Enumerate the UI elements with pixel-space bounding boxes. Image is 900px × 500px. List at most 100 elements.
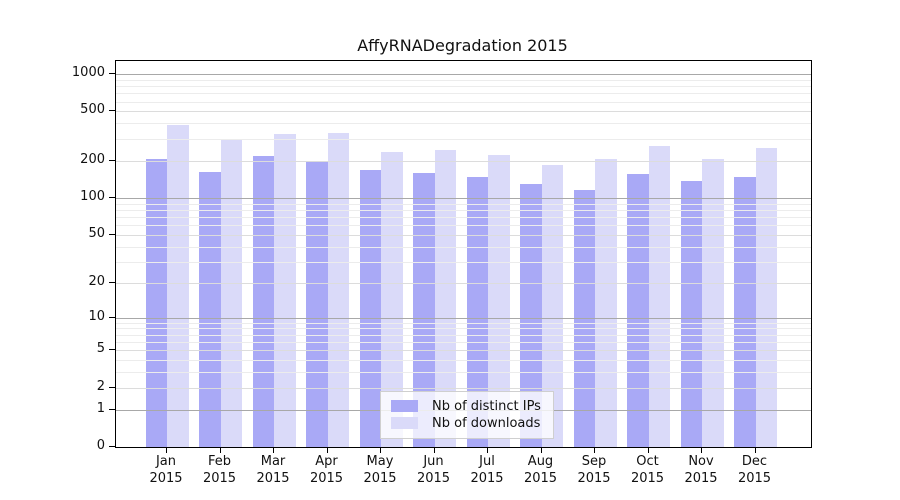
x-tick-mark-dec (754, 447, 756, 453)
gridline-10 (116, 317, 811, 319)
bar-distinct-ips-feb (199, 172, 221, 447)
plot-area (115, 60, 812, 448)
bar-distinct-ips-sep (573, 190, 595, 447)
x-tick-mark-sep (594, 447, 595, 453)
x-tick-mark-feb (219, 447, 221, 453)
legend-label-distinct-ips: Nb of distinct IPs (432, 398, 541, 414)
x-tick-mark-nov (701, 447, 702, 453)
x-tick-label-apr: Apr 2015 (309, 454, 344, 486)
x-tick-label-jan: Jan 2015 (149, 454, 183, 486)
gridline-50 (116, 234, 811, 236)
y-tick-label-10: 10 (88, 308, 105, 324)
gridline-2 (116, 387, 811, 389)
y-tick-label-2: 2 (96, 378, 105, 394)
bar-distinct-ips-nov (680, 181, 702, 447)
y-tick-mark-10 (109, 316, 115, 318)
y-tick-label-200: 200 (80, 151, 105, 167)
y-tick-mark-200 (109, 159, 115, 161)
gridline-400 (116, 123, 811, 125)
bar-distinct-ips-mar (252, 155, 274, 447)
x-tick-label-may: May 2015 (363, 454, 397, 486)
gridline-30 (116, 261, 811, 263)
gridline-700 (116, 93, 811, 95)
bar-downloads-oct (648, 145, 670, 447)
bar-distinct-ips-may (359, 170, 381, 447)
gridline-200 (116, 160, 811, 162)
bar-downloads-apr (327, 132, 349, 447)
gridline-800 (116, 86, 811, 88)
y-tick-label-1: 1 (96, 400, 105, 416)
bar-distinct-ips-apr (306, 161, 328, 447)
gridline-300 (116, 138, 811, 140)
bar-downloads-jul (488, 155, 510, 447)
legend-item-distinct-ips: Nb of distinct IPs (391, 398, 541, 414)
gridline-20 (116, 282, 811, 284)
gridline-70 (116, 216, 811, 218)
bar-downloads-dec (755, 148, 777, 447)
gridline-9 (116, 322, 811, 324)
x-tick-mark-mar (273, 447, 274, 453)
y-tick-mark-5 (109, 349, 115, 351)
gridline-3 (116, 372, 811, 374)
bar-distinct-ips-jun (413, 173, 435, 447)
gridline-900 (116, 79, 811, 81)
gridline-100 (116, 197, 811, 199)
y-tick-label-500: 500 (80, 102, 105, 118)
x-tick-mark-jan (166, 447, 167, 453)
bar-distinct-ips-oct (627, 174, 649, 447)
gridline-8 (116, 328, 811, 330)
y-tick-mark-500 (109, 110, 115, 112)
legend: Nb of distinct IPs Nb of downloads (380, 391, 554, 439)
x-tick-label-mar: Mar 2015 (256, 454, 290, 486)
x-tick-mark-jul (487, 447, 488, 453)
y-tick-mark-50 (109, 233, 115, 235)
x-tick-mark-may (380, 447, 381, 453)
legend-swatch-distinct-ips (391, 400, 418, 412)
bar-distinct-ips-aug (520, 184, 542, 447)
bar-downloads-sep (595, 158, 617, 447)
x-tick-label-jun: Jun 2015 (416, 454, 451, 486)
y-tick-mark-2 (109, 386, 115, 388)
y-tick-label-20: 20 (88, 273, 105, 289)
bar-downloads-jan (167, 125, 189, 447)
y-tick-mark-20 (109, 281, 115, 283)
legend-item-downloads: Nb of downloads (391, 415, 541, 431)
gridline-60 (116, 225, 811, 227)
y-tick-mark-1 (109, 408, 115, 410)
x-tick-label-feb: Feb 2015 (202, 454, 237, 486)
y-tick-label-50: 50 (88, 225, 105, 241)
x-tick-mark-jun (433, 447, 435, 453)
bar-downloads-feb (220, 138, 242, 447)
bar-downloads-mar (274, 134, 296, 447)
x-tick-mark-oct (647, 447, 649, 453)
gridline-6 (116, 341, 811, 343)
gridline-80 (116, 209, 811, 211)
x-tick-label-dec: Dec 2015 (737, 454, 772, 486)
gridline-5 (116, 350, 811, 352)
bar-distinct-ips-jan (145, 159, 167, 447)
gridline-7 (116, 334, 811, 336)
gridline-500 (116, 111, 811, 113)
gridline-40 (116, 246, 811, 248)
y-tick-mark-1000 (109, 73, 115, 74)
chart-title: AffyRNADegradation 2015 (357, 36, 568, 55)
gridline-600 (116, 101, 811, 103)
x-tick-label-nov: Nov 2015 (684, 454, 718, 486)
y-tick-label-5: 5 (96, 341, 105, 357)
y-tick-label-1000: 1000 (71, 65, 105, 80)
x-tick-label-sep: Sep 2015 (577, 454, 611, 486)
bar-distinct-ips-jul (466, 176, 488, 447)
gridline-4 (116, 360, 811, 362)
bar-downloads-nov (702, 159, 724, 447)
bar-distinct-ips-dec (734, 176, 756, 447)
legend-label-downloads: Nb of downloads (432, 415, 541, 431)
x-tick-mark-aug (540, 447, 542, 453)
gridline-90 (116, 203, 811, 205)
x-tick-label-aug: Aug 2015 (523, 454, 558, 486)
y-tick-mark-0 (109, 446, 115, 447)
y-tick-label-0: 0 (96, 438, 105, 453)
y-tick-mark-100 (109, 196, 115, 198)
x-tick-label-jul: Jul 2015 (470, 454, 504, 486)
legend-swatch-downloads (391, 417, 418, 429)
